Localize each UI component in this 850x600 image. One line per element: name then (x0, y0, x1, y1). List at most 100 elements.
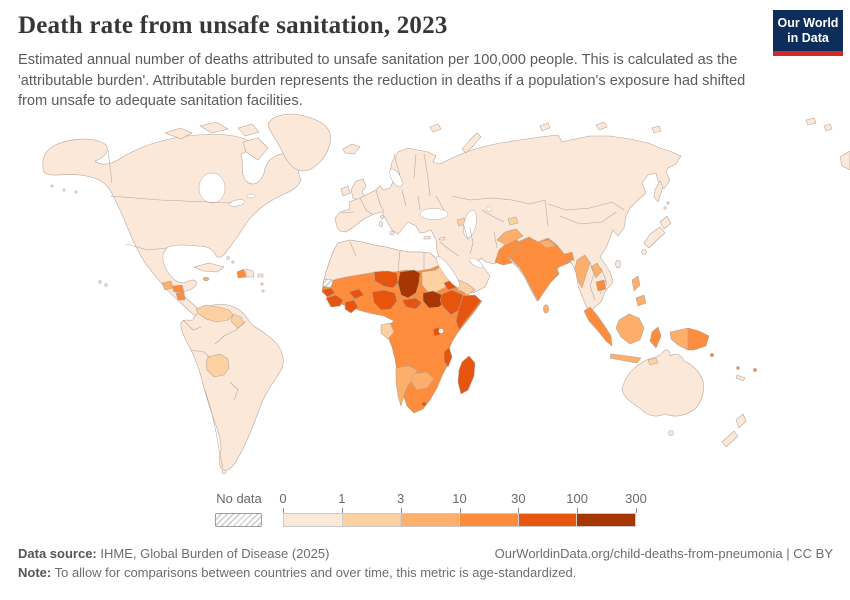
country-new-zealand[interactable] (735, 413, 747, 429)
country-malawi[interactable] (443, 346, 453, 368)
sardinia[interactable] (379, 220, 383, 228)
owid-logo[interactable]: Our World in Data (773, 10, 843, 56)
country-bolivia[interactable] (205, 353, 230, 378)
aleutian-island[interactable] (62, 188, 66, 192)
wrangel-island[interactable] (651, 125, 662, 134)
country-namibia[interactable] (395, 365, 418, 407)
country-bangladesh[interactable] (564, 251, 575, 262)
country-pakistan[interactable] (494, 238, 522, 266)
country-somalia[interactable] (455, 294, 482, 331)
island-sulawesi[interactable] (649, 326, 662, 349)
legend-bin-swatch-3[interactable] (460, 514, 519, 526)
vanuatu[interactable] (736, 366, 740, 370)
tasmania[interactable] (668, 430, 674, 436)
country-afghanistan[interactable] (496, 228, 524, 246)
kuril-island[interactable] (666, 201, 670, 205)
legend-bin-swatch-5[interactable] (577, 514, 636, 526)
legend-bin-swatch-2[interactable] (401, 514, 461, 526)
country-honduras[interactable] (171, 284, 185, 293)
country-chad[interactable] (397, 269, 421, 299)
fiji[interactable] (753, 368, 757, 372)
island-java[interactable] (609, 353, 642, 364)
island-sumatra[interactable] (583, 306, 613, 347)
country-burkina-faso[interactable] (348, 288, 365, 300)
country-western-sahara[interactable] (322, 278, 334, 289)
cyprus[interactable] (438, 236, 446, 241)
country-taiwan[interactable] (615, 259, 621, 269)
severnaya-zemlya[interactable] (539, 122, 551, 132)
country-guinea[interactable] (325, 294, 344, 308)
country-nicaragua[interactable] (175, 291, 186, 301)
country-japan[interactable] (641, 249, 647, 255)
country-niger[interactable] (373, 270, 399, 289)
country-australia[interactable] (621, 349, 704, 417)
country-sri-lanka[interactable] (543, 304, 549, 314)
country-botswana[interactable] (410, 371, 435, 391)
lesser-antilles[interactable] (260, 282, 264, 286)
country-border (417, 195, 421, 211)
chukotka-east[interactable] (839, 150, 850, 171)
crete[interactable] (423, 235, 431, 240)
arctic-island[interactable] (823, 123, 833, 132)
arctic-island[interactable] (237, 123, 260, 137)
arctic-island[interactable] (164, 127, 193, 140)
country-nepal[interactable] (538, 239, 557, 249)
new-siberian-islands[interactable] (595, 121, 608, 131)
country-senegal[interactable] (321, 287, 336, 298)
country-gabon[interactable] (380, 322, 395, 340)
lesser-antilles[interactable] (261, 289, 265, 293)
aleutian-island[interactable] (50, 184, 54, 188)
country-dominican-republic[interactable] (245, 268, 255, 278)
baffin-island[interactable] (242, 137, 269, 161)
country-lesotho[interactable] (421, 401, 427, 407)
island-borneo[interactable] (615, 313, 645, 345)
country-iceland[interactable] (342, 143, 361, 155)
arctic-island[interactable] (805, 117, 817, 126)
hawaii[interactable] (98, 280, 102, 284)
novaya-zemlya[interactable] (461, 132, 482, 154)
indonesia-papua[interactable] (669, 327, 689, 351)
country-papua-new-guinea[interactable] (687, 327, 710, 351)
landmass-south-america[interactable] (180, 303, 284, 471)
country-greenland[interactable] (267, 113, 331, 172)
country-central-african-republic[interactable] (401, 297, 423, 310)
country-myanmar[interactable] (574, 254, 591, 289)
country-new-zealand[interactable] (721, 430, 739, 448)
country-cote-divoire[interactable] (344, 299, 359, 314)
tierra-del-fuego[interactable] (221, 469, 227, 475)
sakhalin[interactable] (653, 180, 664, 203)
legend-no-data-swatch[interactable] (215, 513, 262, 527)
country-jamaica[interactable] (202, 277, 210, 281)
kuril-island[interactable] (663, 206, 667, 210)
country-nigeria[interactable] (371, 289, 398, 311)
country-cuba[interactable] (193, 262, 225, 273)
country-madagascar[interactable] (457, 355, 476, 395)
new-caledonia[interactable] (735, 374, 746, 382)
country-cambodia[interactable] (595, 279, 607, 292)
island-timor[interactable] (647, 357, 659, 366)
credit-link[interactable]: OurWorldinData.org/child-deaths-from-pne… (494, 546, 833, 561)
country-japan[interactable] (643, 226, 666, 249)
puerto-rico[interactable] (257, 273, 264, 278)
sicily[interactable] (389, 230, 395, 236)
country-philippines[interactable] (631, 275, 641, 292)
country-japan[interactable] (659, 215, 672, 230)
country-rwanda-burundi[interactable] (432, 326, 441, 337)
legend-bin-swatch-4[interactable] (518, 514, 578, 526)
country-haiti[interactable] (236, 268, 247, 279)
country-india[interactable] (506, 236, 572, 302)
aleutian-island[interactable] (74, 190, 78, 194)
country-ireland[interactable] (340, 185, 351, 197)
country-philippines[interactable] (635, 294, 647, 307)
country-tajikistan[interactable] (507, 216, 519, 226)
bahamas[interactable] (231, 260, 235, 264)
arctic-island[interactable] (199, 121, 229, 134)
svalbard[interactable] (429, 123, 442, 133)
legend-bin-swatch-0[interactable] (284, 514, 343, 526)
solomon-islands[interactable] (710, 353, 714, 357)
hawaii[interactable] (104, 283, 108, 287)
country-venezuela[interactable] (195, 304, 234, 323)
corsica[interactable] (380, 215, 384, 219)
legend-bin-swatch-1[interactable] (342, 514, 402, 526)
bahamas[interactable] (226, 256, 230, 260)
